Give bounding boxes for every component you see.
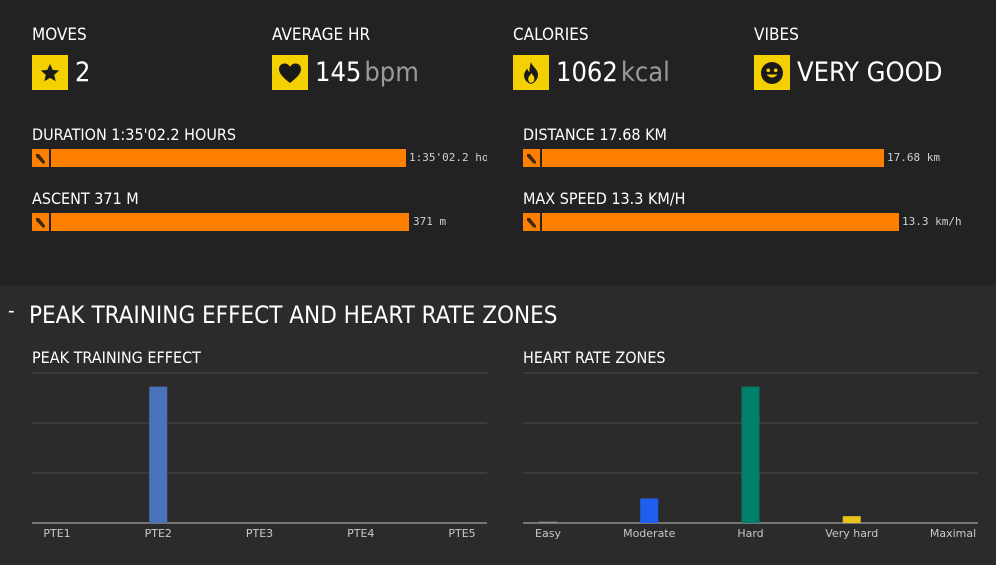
bar-moderate [640,498,659,523]
shoe-icon [32,213,49,231]
tick-label: PTE4 [347,527,374,540]
ascent-bar [51,213,409,231]
summary-panel [0,0,996,285]
tick-label: Maximal [930,527,976,540]
tick-label: Hard [737,527,763,540]
duration-bar-text: 1:35'02.2 hour [409,151,487,164]
tick-label: PTE1 [43,527,70,540]
distance-bar-text: 17.68 km [887,151,940,164]
bar-easy [539,521,557,523]
metric-max-speed: MAX SPEED 13.3 KM/H 13.3 km/h [523,189,962,231]
calories-value: 1062 [556,57,618,88]
heart-rate-zones-chart: Easy Moderate Hard Very hard Maximal [523,372,978,540]
tick-label: Very hard [825,527,878,540]
metric-ascent: ASCENT 371 M 371 m [32,189,446,231]
stat-label: MOVES [32,25,87,45]
bar-hard [741,386,760,523]
stat-label: AVERAGE HR [272,25,371,45]
stat-calories: CALORIES 1062 kcal [513,25,670,90]
metric-label: MAX SPEED 13.3 KM/H [523,189,686,208]
stat-vibes: VIBES VERY GOOD [754,25,942,90]
ascent-bar-text: 371 m [413,215,447,228]
stat-average-hr: AVERAGE HR 145 bpm [272,25,419,90]
stat-label: CALORIES [513,25,589,45]
average-hr-value: 145 [315,57,362,88]
stat-label: VIBES [754,25,799,45]
smiley-icon [754,55,790,90]
metric-label: ASCENT 371 M [32,189,139,208]
section-title[interactable]: PEAK TRAINING EFFECT AND HEART RATE ZONE… [29,301,558,329]
pte-chart-title: PEAK TRAINING EFFECT [32,348,201,367]
shoe-icon [32,149,49,167]
peak-training-effect-chart: PTE1 PTE2 PTE3 PTE4 PTE5 [32,372,487,540]
stat-moves: MOVES 2 [32,25,90,90]
bar-very-hard [842,516,861,523]
flame-icon [513,55,549,90]
max-speed-bar-text: 13.3 km/h [902,215,962,228]
shoe-icon [523,213,540,231]
average-hr-unit: bpm [364,57,419,88]
hr-zones-chart-title: HEART RATE ZONES [523,348,666,367]
bar-pte2 [149,386,168,523]
heart-icon [272,55,308,90]
tick-label: PTE5 [448,527,475,540]
star-icon [32,55,68,90]
max-speed-bar [542,213,899,231]
tick-label: Moderate [623,527,676,540]
tick-label: PTE2 [145,527,172,540]
collapse-toggle[interactable]: - [8,300,15,322]
metric-label: DURATION 1:35'02.2 HOURS [32,125,236,144]
distance-bar [542,149,884,167]
vibes-value: VERY GOOD [797,57,943,88]
metric-label: DISTANCE 17.68 KM [523,125,667,144]
metric-duration: DURATION 1:35'02.2 HOURS 1:35'02.2 hour [32,125,487,167]
moves-value: 2 [75,57,91,88]
metric-distance: DISTANCE 17.68 KM 17.68 km [523,125,940,167]
calories-unit: kcal [620,57,670,88]
tick-label: PTE3 [246,527,273,540]
duration-bar [51,149,406,167]
tick-label: Easy [535,527,561,540]
shoe-icon [523,149,540,167]
